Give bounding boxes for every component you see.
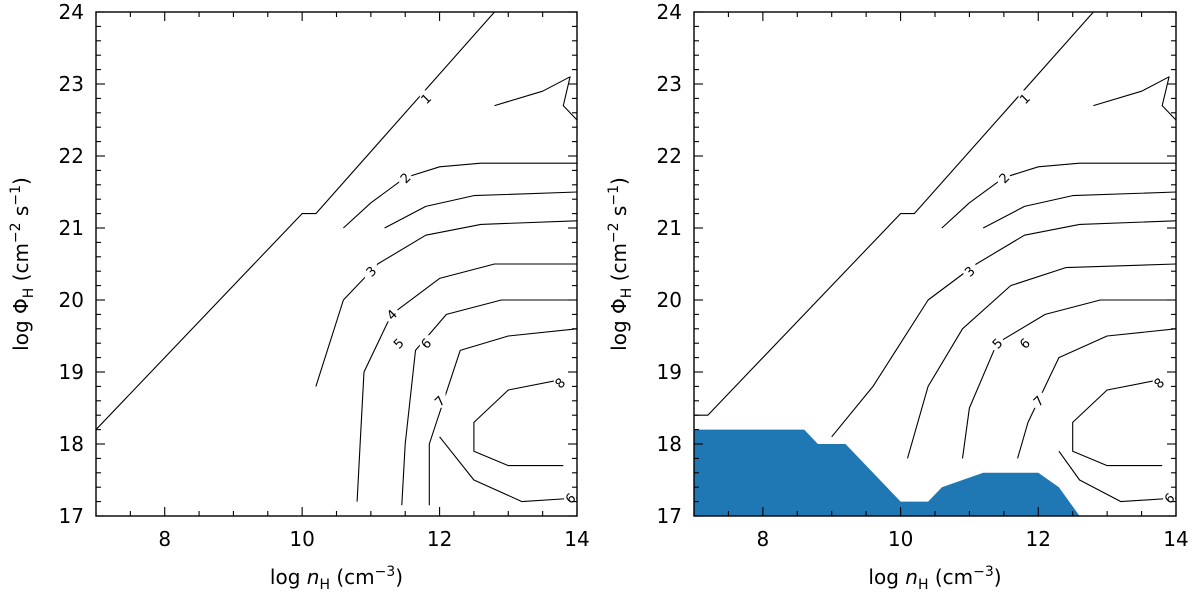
- x-tick-label: 14: [564, 527, 589, 551]
- contour-label-bg: [1032, 392, 1045, 408]
- shaded-region: [694, 429, 1080, 516]
- contour-line-2: [941, 162, 1176, 229]
- contour-line-unlabeled: [1093, 76, 1176, 121]
- x-tick-label: 12: [1026, 527, 1051, 551]
- y-tick-label: 22: [59, 144, 84, 168]
- y-axis-label: log ΦH (cm−2 s−1): [606, 177, 635, 351]
- x-tick-label: 14: [1163, 527, 1188, 551]
- x-axis-label: log nH (cm−3): [868, 564, 1001, 593]
- contour-label-bg: [553, 374, 566, 390]
- contour-label-bg: [392, 335, 405, 351]
- contour-label-bg: [385, 306, 398, 322]
- contour-line-6: [1058, 450, 1176, 503]
- contour-label-bg: [419, 90, 432, 106]
- contour-label-bg: [364, 263, 377, 279]
- contour-line-4: [831, 220, 1176, 438]
- contour-label-bg: [433, 392, 446, 408]
- y-tick-label: 19: [59, 360, 84, 384]
- y-tick-label: 17: [657, 504, 682, 528]
- x-axis-label: log nH (cm−3): [270, 564, 403, 593]
- y-tick-label: 24: [59, 0, 84, 24]
- contour-label-bg: [963, 263, 976, 279]
- plot-area: [694, 12, 1176, 516]
- contour-label-bg: [1152, 374, 1165, 390]
- contour-line-4: [315, 220, 577, 387]
- contour-label-bg: [419, 335, 432, 351]
- contour-line-5: [906, 263, 1176, 459]
- contour-line-6: [961, 299, 1176, 459]
- y-tick-label: 23: [59, 72, 84, 96]
- y-tick-label: 20: [59, 288, 84, 312]
- contour-line-7: [428, 328, 577, 506]
- contour-line-3: [384, 191, 577, 229]
- plot-area: [96, 12, 577, 506]
- y-tick-label: 20: [657, 288, 682, 312]
- contour-line-8: [1072, 378, 1163, 467]
- y-tick-label: 17: [59, 504, 84, 528]
- y-axis-label: log ΦH (cm−2 s−1): [8, 177, 37, 351]
- contour-line-unlabeled: [494, 76, 577, 121]
- contour-line-8: [473, 378, 564, 467]
- y-tick-label: 19: [657, 360, 682, 384]
- x-tick-label: 8: [756, 527, 769, 551]
- contour-line-7: [1017, 328, 1176, 459]
- contour-label-bg: [1018, 90, 1031, 106]
- contour-label-bg: [1018, 335, 1031, 351]
- contour-line-2: [343, 162, 577, 229]
- contour-line-6: [439, 436, 577, 503]
- contour-line-3: [982, 191, 1176, 229]
- x-tick-label: 10: [888, 527, 913, 551]
- y-tick-label: 18: [59, 432, 84, 456]
- x-tick-label: 10: [289, 527, 314, 551]
- x-tick-label: 8: [158, 527, 171, 551]
- x-tick-label: 12: [427, 527, 452, 551]
- contour-label-bg: [990, 335, 1003, 351]
- y-tick-label: 23: [657, 72, 682, 96]
- y-tick-label: 24: [657, 0, 682, 24]
- contour-line-1: [694, 12, 1094, 416]
- y-tick-label: 18: [657, 432, 682, 456]
- contour-line-6: [401, 299, 577, 506]
- contour-line-1: [96, 12, 495, 430]
- y-tick-label: 22: [657, 144, 682, 168]
- contour-label-bg: [399, 169, 412, 185]
- y-tick-label: 21: [59, 216, 84, 240]
- y-tick-label: 21: [657, 216, 682, 240]
- contour-label-bg: [997, 169, 1010, 185]
